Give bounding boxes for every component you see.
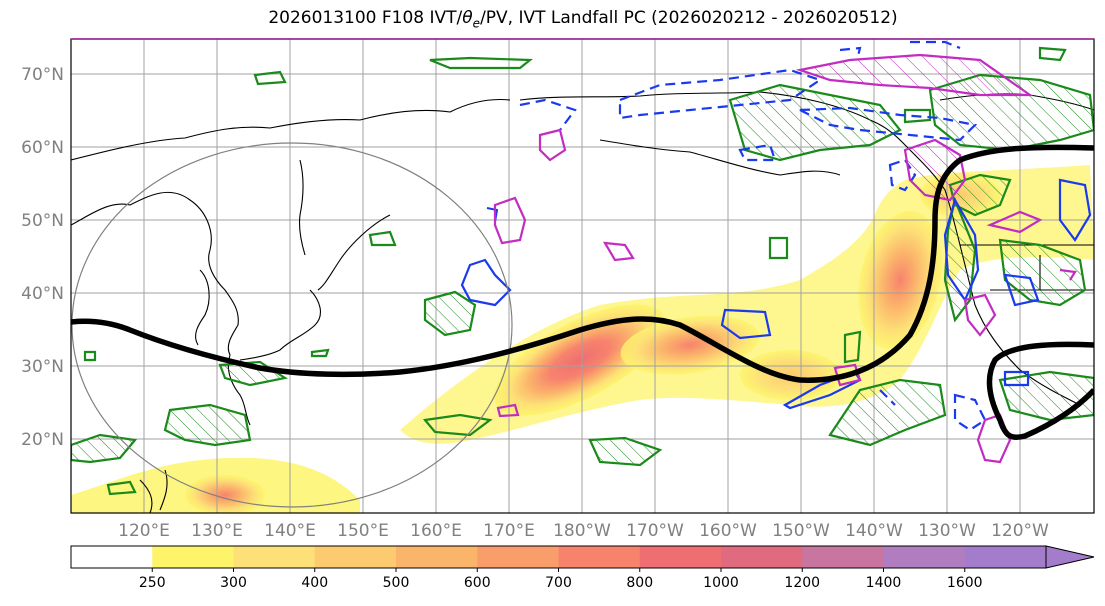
- colorbar-tick-label: 1400: [866, 575, 902, 591]
- latitude-labels: 20°N 30°N 40°N 50°N 60°N 70°N: [21, 65, 64, 450]
- lon-label: 170°W: [626, 521, 684, 541]
- colorbar: 250 300 400 500 600 700 800 1000 1200 1400 1600: [70, 545, 1095, 591]
- ivt-shading: [71, 165, 1094, 513]
- colorbar-tick-label: 800: [626, 575, 653, 591]
- colorbar-segment: [314, 546, 397, 568]
- longitude-labels: 120°E 130°E 140°E 150°E 160°E 170°E 180°…: [118, 521, 1049, 541]
- lat-label: 70°N: [21, 65, 64, 85]
- pv-contours: [460, 40, 1092, 432]
- colorbar-tick-label: 500: [383, 575, 410, 591]
- thetae-contours: [71, 46, 1094, 496]
- colorbar-tick-label: 400: [301, 575, 328, 591]
- colorbar-segment: [639, 546, 722, 568]
- lon-label: 170°E: [483, 521, 535, 541]
- colorbar-segment: [396, 546, 478, 568]
- colorbar-segment: [152, 546, 234, 568]
- colorbar-segment: [558, 546, 641, 568]
- lon-label: 160°W: [699, 521, 757, 541]
- lon-label: 130°E: [191, 521, 243, 541]
- lon-label: 160°E: [410, 521, 462, 541]
- colorbar-segment: [477, 546, 559, 568]
- radius-circle: [71, 142, 513, 508]
- colorbar-tick-label: 250: [139, 575, 166, 591]
- figure-title: 2026013100 F108 IVT/θe/PV, IVT Landfall …: [268, 8, 898, 31]
- colorbar-tick-label: 300: [220, 575, 247, 591]
- colorbar-tick-label: 1200: [784, 575, 820, 591]
- lon-label: 180°W: [553, 521, 611, 541]
- colorbar-tick-label: 700: [545, 575, 572, 591]
- colorbar-segment: [721, 546, 803, 568]
- lon-label: 140°E: [264, 521, 316, 541]
- colorbar-segment: [883, 546, 966, 568]
- pc-contour: [71, 144, 1094, 441]
- colorbar-segment: [71, 546, 153, 568]
- colorbar-segment: [802, 546, 884, 568]
- lon-label: 140°W: [845, 521, 903, 541]
- lon-label: 130°W: [918, 521, 976, 541]
- colorbar-extend-arrow: [1045, 545, 1095, 569]
- lon-label: 150°W: [772, 521, 830, 541]
- magenta-contours: [493, 53, 1077, 464]
- lon-label: 120°W: [991, 521, 1049, 541]
- colorbar-tick-label: 1600: [947, 575, 983, 591]
- colorbar-tick-label: 1000: [703, 575, 739, 591]
- lat-label: 30°N: [21, 357, 64, 377]
- colorbar-segment: [233, 546, 316, 568]
- lat-label: 20°N: [21, 430, 64, 450]
- lat-label: 60°N: [21, 138, 64, 158]
- lat-label: 40°N: [21, 284, 64, 304]
- lat-label: 50°N: [21, 211, 64, 231]
- lon-label: 120°E: [118, 521, 170, 541]
- colorbar-tick-label: 600: [464, 575, 491, 591]
- colorbar-segment: [964, 546, 1047, 568]
- lon-label: 150°E: [337, 521, 389, 541]
